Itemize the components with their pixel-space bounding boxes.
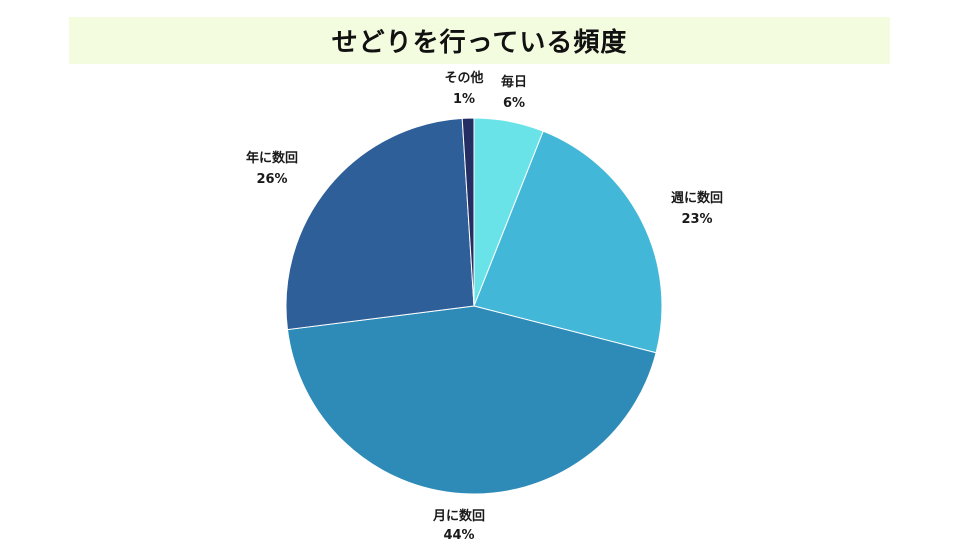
slice-label-value: 6% — [503, 96, 525, 111]
slice-label-value: 26% — [256, 172, 287, 187]
pie-slice — [285, 117, 475, 331]
slice-label-name: 月に数回 — [432, 508, 485, 524]
pie-slices — [285, 117, 663, 495]
slice-label-value: 44% — [443, 528, 474, 540]
slice-label-value: 1% — [453, 92, 475, 107]
slice-label-name: 年に数回 — [246, 150, 298, 166]
slice-label-name: 毎日 — [501, 74, 527, 90]
pie-slice — [286, 305, 657, 495]
slice-label-name: 週に数回 — [671, 190, 723, 206]
title-banner: せどりを行っている頻度 — [69, 17, 890, 64]
pie-slice — [461, 117, 475, 307]
chart-title: せどりを行っている頻度 — [331, 28, 628, 58]
pie-labels: 毎日 6% 週に数回 23% 月に数回 44% 年に数回 26% その他 1% — [246, 70, 723, 540]
slice-label-name: その他 — [444, 70, 483, 86]
slice-label-value: 23% — [681, 212, 712, 227]
pie-slice — [473, 130, 663, 354]
